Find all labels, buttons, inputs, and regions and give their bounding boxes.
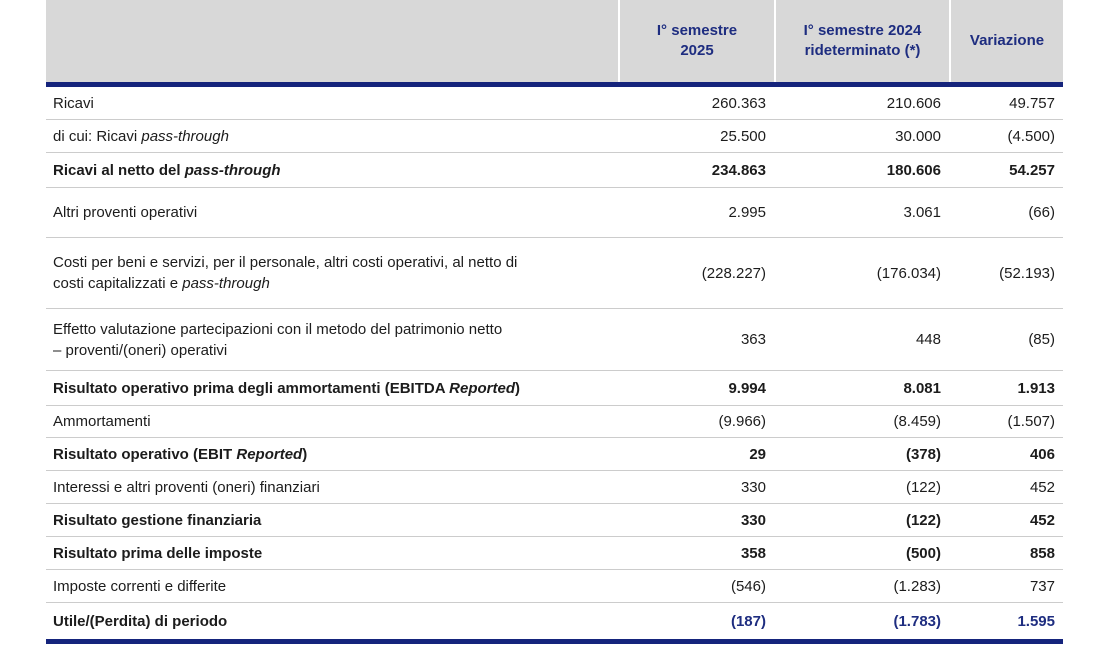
row-label: Risultato operativo (EBIT Reported) — [53, 445, 308, 463]
row-label: Risultato operativo prima degli ammortam… — [53, 379, 521, 397]
value-cell: 363 — [740, 331, 766, 348]
value-cell: (66) — [1028, 204, 1055, 221]
column-header: I° semestre 2025 — [620, 0, 774, 82]
table-row: Ricavi 260.363 210.606 49.757 — [46, 87, 1063, 120]
table-row: Risultato gestione finanziaria 330 (122) 45… — [46, 504, 1063, 537]
value-cell: (122) — [905, 478, 941, 496]
value-cell: 330 — [740, 478, 766, 496]
column-header-empty — [46, 0, 618, 82]
value-cell: (187) — [730, 612, 766, 630]
income-statement-table: I° semestre 2025 I° semestre 2024 ridetermi… — [46, 0, 1063, 644]
table-header-row: I° semestre 2025 I° semestre 2024 ridetermi… — [46, 0, 1063, 82]
value-cell: 452 — [1029, 478, 1055, 496]
value-cell: 234.863 — [711, 161, 766, 179]
row-label: Effetto valutazione partecipazioni con i… — [53, 320, 503, 359]
header-underline-rule — [46, 82, 1063, 87]
value-cell: 330 — [740, 511, 766, 529]
value-cell: 180.606 — [886, 161, 941, 179]
row-label: Risultato prima delle imposte — [53, 544, 263, 562]
row-label: Interessi e altri proventi (oneri) finan… — [53, 478, 320, 496]
table-row: Interessi e altri proventi (oneri) finan… — [46, 471, 1063, 504]
row-label: di cui: Ricavi pass-through — [53, 127, 229, 145]
value-cell: 8.081 — [903, 379, 941, 397]
value-cell: (8.459) — [893, 413, 941, 430]
value-cell: (52.193) — [999, 264, 1055, 282]
value-cell: 54.257 — [1009, 161, 1055, 179]
value-cell: 30.000 — [895, 127, 941, 145]
value-cell: (500) — [905, 544, 941, 562]
value-cell: (546) — [730, 577, 766, 595]
value-cell: 358 — [740, 544, 766, 562]
row-label: Ricavi al netto del pass-through — [53, 161, 281, 179]
row-label: Utile/(Perdita) di periodo — [53, 612, 228, 630]
table-row: di cui: Ricavi pass-through 25.500 30.000 (… — [46, 120, 1063, 153]
value-cell: 1.595 — [1017, 612, 1055, 630]
row-label: Risultato gestione finanziaria — [53, 511, 262, 529]
value-cell: (1.507) — [1007, 413, 1055, 430]
value-cell: 452 — [1029, 511, 1055, 529]
table-row: Ammortamenti (9.966) (8.459) (1.507) — [46, 406, 1063, 438]
column-header: I° semestre 2024 rideterminato (*) — [776, 0, 949, 82]
row-label: Altri proventi operativi — [53, 204, 198, 221]
table-bottom-rule — [46, 639, 1063, 644]
table-row: Effetto valutazione partecipazioni con i… — [46, 309, 1063, 371]
table-row: Risultato operativo (EBIT Reported) 29 (37… — [46, 438, 1063, 471]
value-cell: (1.783) — [893, 612, 941, 630]
row-label: Ammortamenti — [53, 413, 151, 430]
value-cell: (378) — [905, 445, 941, 463]
table-row: Risultato operativo prima degli ammortam… — [46, 371, 1063, 406]
value-cell: 858 — [1029, 544, 1055, 562]
value-cell: 260.363 — [711, 94, 766, 112]
value-cell: 737 — [1029, 577, 1055, 595]
value-cell: (228.227) — [701, 264, 766, 282]
table-body: Ricavi 260.363 210.606 49.757 di cui: Ricavi… — [46, 87, 1063, 639]
table-row: Ricavi al netto del pass-through 234.863 1… — [46, 153, 1063, 188]
row-label: Imposte correnti e differite — [53, 577, 227, 595]
table-row: Imposte correnti e differite (546) (1.283)… — [46, 570, 1063, 603]
row-label: Ricavi — [53, 94, 94, 112]
value-cell: 25.500 — [720, 127, 766, 145]
value-cell: 49.757 — [1009, 94, 1055, 112]
value-cell: (9.966) — [718, 413, 766, 430]
value-cell: 448 — [915, 331, 941, 348]
value-cell: 210.606 — [886, 94, 941, 112]
table-row: Utile/(Perdita) di periodo (187) (1.783) 1.… — [46, 603, 1063, 639]
table-row: Costi per beni e servizi, per il persona… — [46, 238, 1063, 309]
value-cell: 29 — [749, 445, 766, 463]
value-cell: 9.994 — [728, 379, 766, 397]
value-cell: (1.283) — [893, 577, 941, 595]
value-cell: (4.500) — [1007, 127, 1055, 145]
table-row: Risultato prima delle imposte 358 (500) 858 — [46, 537, 1063, 570]
table-row: Altri proventi operativi 2.995 3.061 (66) — [46, 188, 1063, 238]
column-header: Variazione — [951, 0, 1063, 82]
value-cell: 1.913 — [1017, 379, 1055, 397]
row-label: Costi per beni e servizi, per il persona… — [53, 254, 518, 292]
value-cell: (176.034) — [876, 264, 941, 282]
value-cell: (122) — [905, 511, 941, 529]
value-cell: 3.061 — [903, 204, 941, 221]
value-cell: 406 — [1029, 445, 1055, 463]
value-cell: 2.995 — [728, 204, 766, 221]
value-cell: (85) — [1028, 331, 1055, 348]
